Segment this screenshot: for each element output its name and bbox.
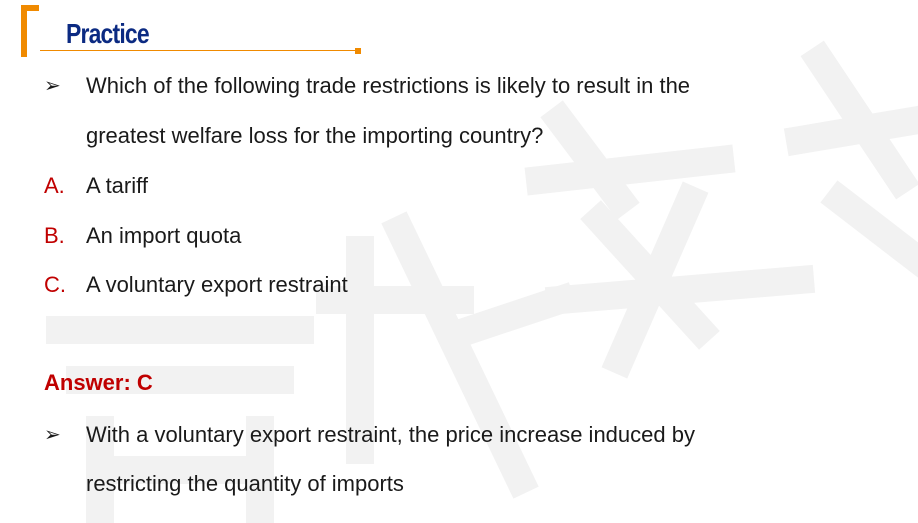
option-a-text: A tariff: [86, 173, 148, 198]
option-c-letter: C.: [44, 272, 66, 297]
title-underline-dot: [355, 48, 361, 54]
option-b-letter: B.: [44, 223, 65, 248]
answer-label: Answer: C: [44, 370, 153, 395]
question-line-1: Which of the following trade restriction…: [86, 73, 691, 98]
option-c-text: A voluntary export restraint: [86, 272, 348, 297]
question-line-2: greatest welfare loss for the importing …: [86, 123, 544, 148]
page-title: Practice: [66, 18, 150, 49]
explanation-line-1: With a voluntary export restraint, the p…: [86, 422, 695, 447]
title-bracket-decoration: [21, 5, 39, 57]
arrow-bullet-icon: ➢: [44, 424, 61, 446]
option-b-text: An import quota: [86, 223, 242, 248]
option-a-letter: A.: [44, 173, 65, 198]
title-underline: [40, 50, 358, 51]
explanation-line-2: restricting the quantity of imports: [86, 471, 404, 496]
arrow-bullet-icon: ➢: [44, 75, 61, 97]
